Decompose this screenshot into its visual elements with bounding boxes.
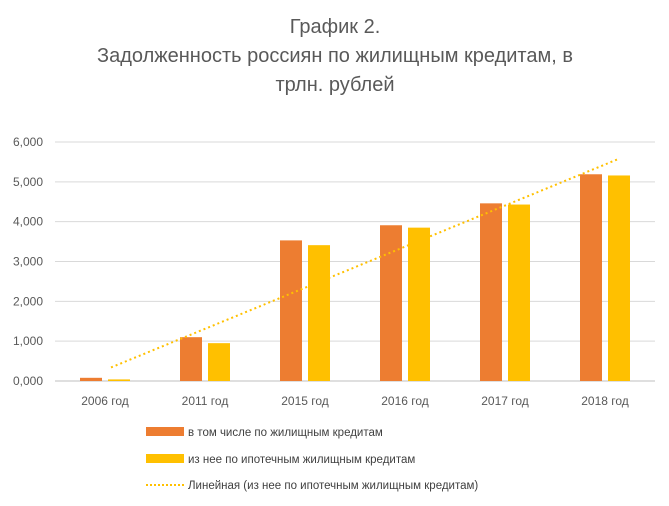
bar-series-2 [308, 245, 330, 381]
chart-title-line-1: График 2. [290, 16, 381, 38]
y-tick-label: 4,000 [13, 215, 43, 229]
x-axis-ticks: 2006 год 2011 год 2015 год 2016 год 2017 год… [81, 394, 629, 408]
x-tick-label: 2015 год [281, 394, 329, 408]
y-tick-label: 1,000 [13, 334, 43, 348]
bar-series-2 [408, 227, 430, 381]
gridlines [55, 141, 655, 382]
bar-series-1 [580, 174, 602, 381]
bar-series-1 [180, 337, 202, 381]
chart-title-line-2: Задолженность россиян по жилищным кредит… [97, 45, 573, 67]
legend-label-series-2: из нее по ипотечным жилищным кредитам [188, 454, 415, 466]
y-tick-label: 6,000 [13, 135, 43, 149]
legend-swatch-series-1 [146, 427, 184, 436]
bar-series-1 [380, 225, 402, 381]
x-tick-label: 2018 год [581, 394, 629, 408]
bar-series-2 [508, 204, 530, 381]
y-tick-label: 3,000 [13, 255, 43, 269]
legend-label-trendline: Линейная (из нее по ипотечным жилищным к… [188, 480, 478, 492]
legend-label-series-1: в том числе по жилищным кредитам [188, 427, 383, 439]
x-tick-label: 2011 год [182, 394, 229, 408]
x-tick-label: 2016 год [381, 394, 429, 408]
bar-series-2 [108, 379, 130, 381]
legend: в том числе по жилищным кредитам из нее … [146, 427, 478, 492]
bar-series-1 [280, 240, 302, 381]
bar-series-2 [208, 343, 230, 381]
bar-series-1 [80, 377, 102, 381]
y-axis-ticks: 0,000 1,000 2,000 3,000 4,000 5,000 6,000 [13, 135, 43, 388]
bar-series-1 [480, 203, 502, 381]
bars [80, 174, 630, 381]
x-tick-label: 2006 год [81, 394, 129, 408]
x-tick-label: 2017 год [481, 394, 529, 408]
trendline [110, 157, 620, 369]
y-tick-label: 0,000 [13, 374, 43, 388]
bar-series-2 [608, 175, 630, 381]
chart-title-line-3: трлн. рублей [275, 74, 394, 96]
legend-swatch-series-2 [146, 454, 184, 463]
y-tick-label: 2,000 [13, 294, 43, 308]
y-tick-label: 5,000 [13, 175, 43, 189]
